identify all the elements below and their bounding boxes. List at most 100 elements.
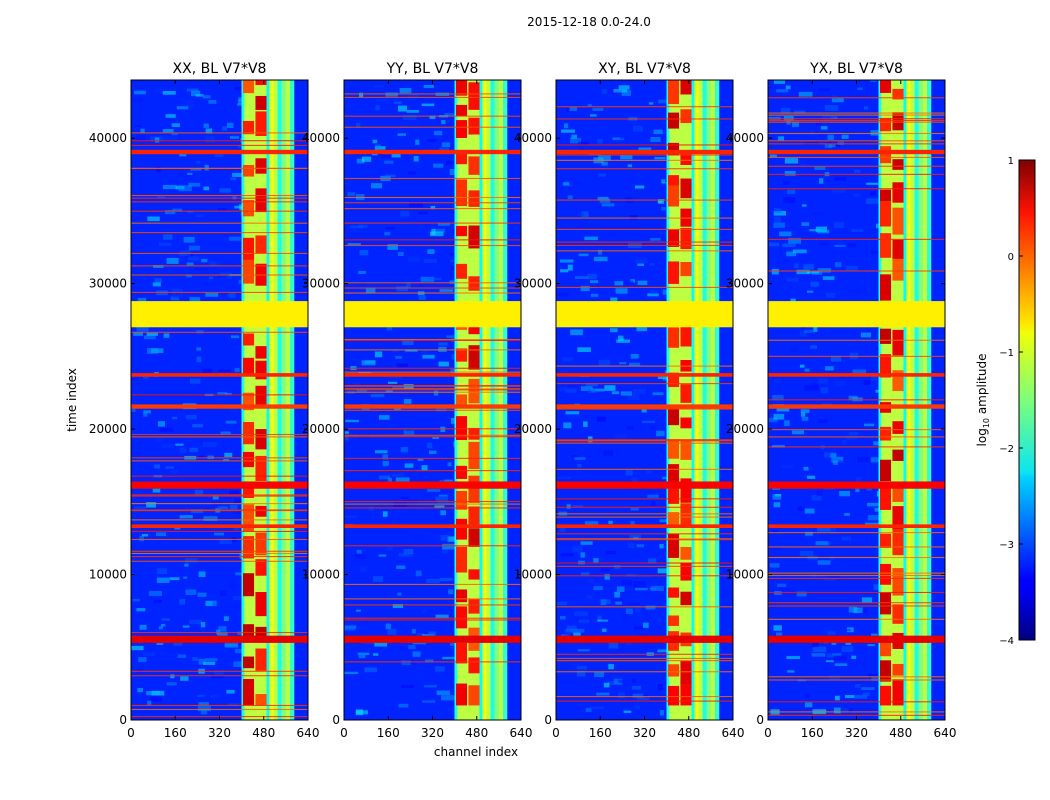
- noise-cell: [631, 477, 639, 484]
- noise-cell: [626, 643, 632, 646]
- noise-cell: [786, 251, 797, 257]
- noise-cell: [608, 642, 619, 649]
- noise-cell: [826, 660, 834, 663]
- noise-cell: [868, 673, 882, 678]
- noise-cell: [599, 198, 611, 203]
- flag-line: [344, 385, 521, 387]
- rfi-block: [468, 345, 480, 370]
- noise-cell: [146, 332, 158, 336]
- noise-cell: [418, 295, 426, 300]
- noise-cell: [833, 460, 838, 465]
- noise-cell: [597, 619, 609, 622]
- noise-cell: [834, 688, 840, 694]
- noise-cell: [588, 153, 602, 156]
- noise-cell: [164, 209, 176, 215]
- noise-cell: [198, 455, 204, 459]
- noise-cell: [398, 471, 405, 477]
- flag-line: [768, 188, 945, 190]
- noise-cell: [375, 144, 381, 151]
- flagged-block: [344, 301, 521, 328]
- rfi-block: [255, 505, 267, 517]
- noise-cell: [782, 180, 790, 185]
- noise-cell: [139, 535, 145, 542]
- y-tick-label: 30000: [726, 277, 764, 291]
- noise-cell: [613, 678, 623, 685]
- rfi-block: [680, 261, 692, 277]
- noise-cell: [604, 574, 610, 580]
- noise-cell: [448, 159, 456, 164]
- noise-cell: [817, 560, 831, 565]
- noise-cell: [831, 641, 837, 645]
- noise-cell: [215, 566, 221, 570]
- flag-line: [344, 384, 521, 387]
- noise-cell: [659, 695, 674, 700]
- flag-line: [556, 286, 733, 288]
- noise-cell: [816, 490, 823, 496]
- noise-cell: [639, 559, 651, 565]
- noise-cell: [645, 605, 656, 610]
- noise-cell: [657, 649, 670, 653]
- noise-cell: [564, 222, 570, 227]
- flag-line: [131, 436, 308, 438]
- flag-line: [131, 509, 308, 511]
- noise-cell: [226, 689, 235, 694]
- flag-line: [344, 470, 521, 472]
- noise-cell: [798, 91, 813, 97]
- rfi-stripe: [494, 80, 499, 720]
- noise-cell: [596, 692, 610, 696]
- rfi-block: [680, 681, 692, 706]
- rfi-block: [255, 592, 267, 617]
- noise-cell: [214, 398, 224, 401]
- noise-cell: [434, 666, 445, 672]
- noise-cell: [209, 694, 219, 698]
- noise-cell: [796, 269, 810, 275]
- noise-cell: [862, 608, 867, 613]
- strong-time-band: [131, 404, 308, 409]
- flag-line: [556, 657, 733, 659]
- noise-cell: [629, 214, 638, 220]
- rfi-block: [892, 663, 904, 676]
- noise-cell: [202, 282, 215, 287]
- noise-cell: [355, 710, 369, 715]
- noise-cell: [585, 707, 592, 713]
- noise-cell: [567, 414, 580, 419]
- noise-cell: [602, 628, 607, 632]
- noise-cell: [805, 531, 813, 536]
- noise-cell: [347, 243, 361, 246]
- flag-line: [344, 604, 521, 606]
- noise-cell: [161, 624, 166, 627]
- noise-cell: [819, 178, 824, 184]
- noise-cell: [852, 369, 867, 376]
- noise-cell: [172, 416, 178, 419]
- noise-cell: [159, 242, 172, 246]
- rfi-stripe: [702, 80, 707, 720]
- noise-cell: [420, 276, 435, 282]
- rfi-block: [892, 370, 904, 392]
- panel-title: XX, BL V7*V8: [173, 61, 267, 77]
- flag-line: [768, 119, 945, 122]
- noise-cell: [143, 410, 151, 414]
- noise-cell: [189, 378, 201, 384]
- flag-line: [768, 165, 945, 167]
- strong-time-band: [344, 373, 521, 377]
- noise-cell: [387, 244, 398, 250]
- noise-cell: [382, 460, 389, 467]
- rfi-block: [668, 175, 680, 186]
- noise-cell: [806, 270, 819, 274]
- y-axis-label: time index: [65, 368, 79, 432]
- noise-cell: [577, 347, 591, 352]
- rfi-block: [892, 112, 904, 131]
- noise-cell: [642, 622, 649, 628]
- x-tick-label: 160: [377, 726, 400, 740]
- rfi-stripe: [503, 80, 508, 720]
- noise-cell: [373, 85, 384, 88]
- noise-cell: [448, 589, 454, 595]
- noise-cell: [229, 136, 240, 139]
- noise-cell: [217, 392, 228, 395]
- noise-cell: [857, 456, 870, 463]
- flag-line: [556, 118, 733, 120]
- flag-line: [556, 442, 733, 444]
- rfi-block: [468, 427, 480, 440]
- noise-cell: [799, 331, 807, 337]
- noise-cell: [637, 263, 645, 267]
